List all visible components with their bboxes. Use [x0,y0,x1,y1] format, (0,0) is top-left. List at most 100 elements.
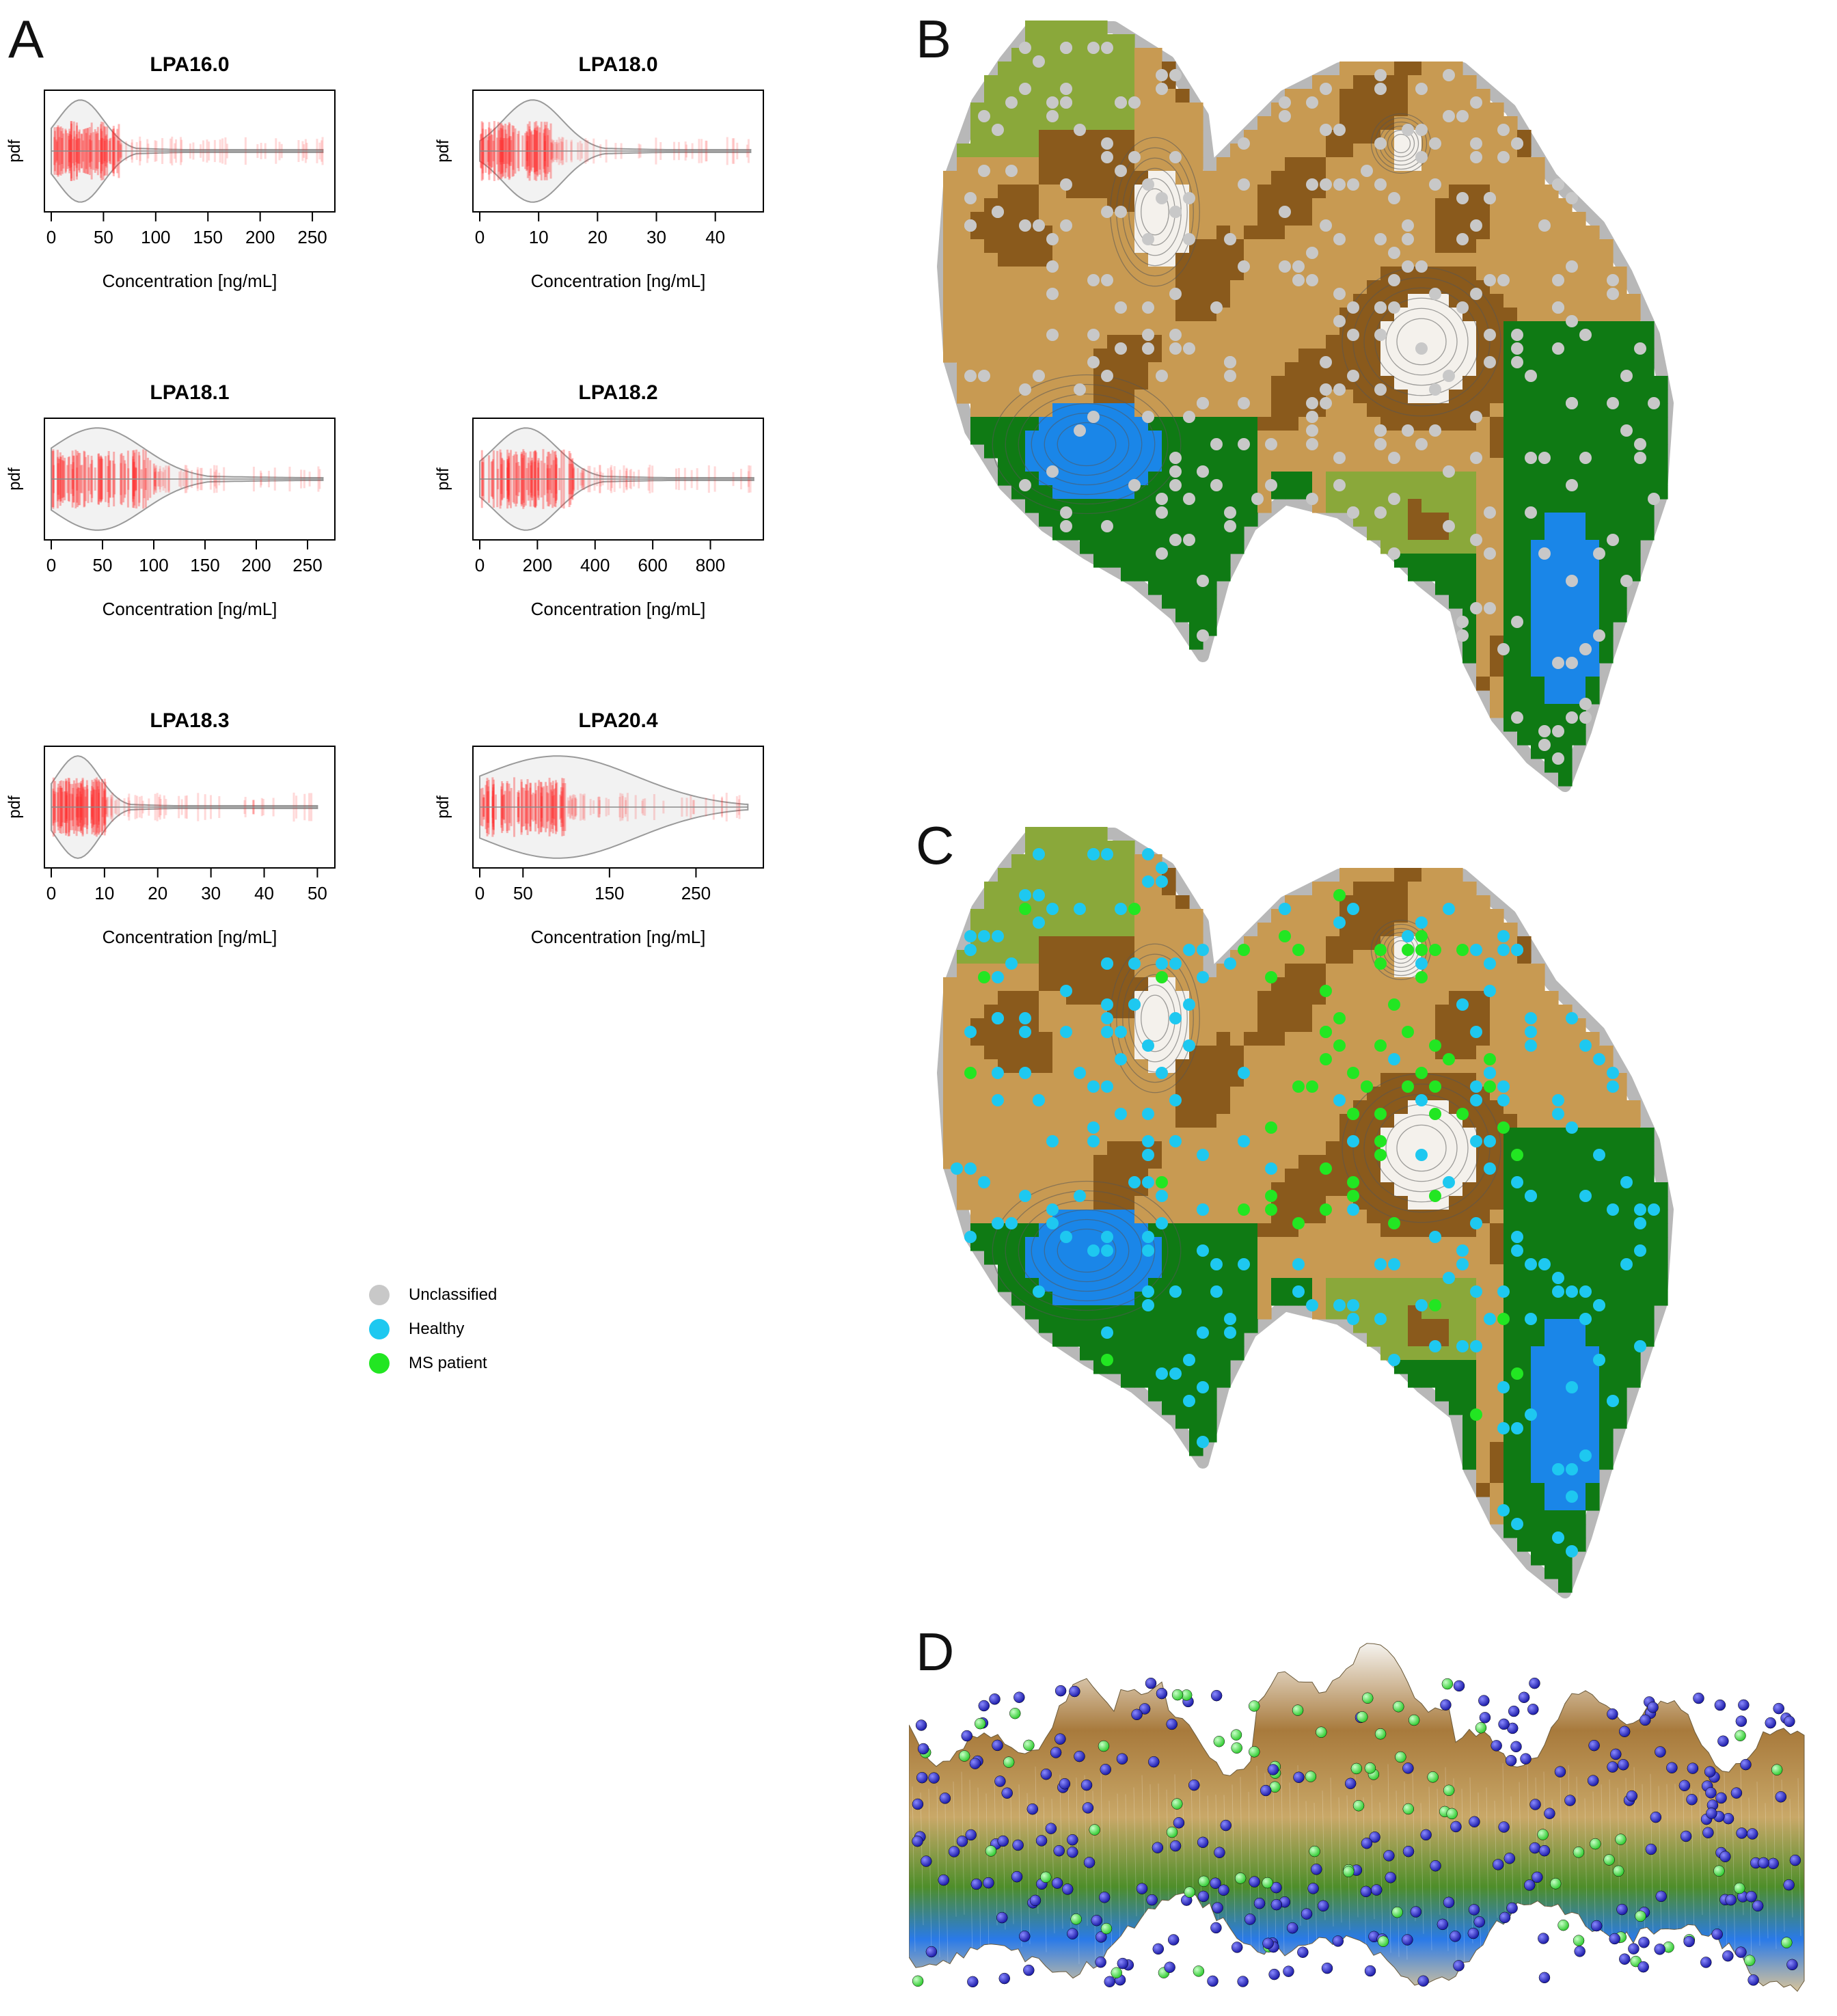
map-cell [1627,513,1641,527]
data-point [1292,1217,1305,1229]
map-cell [1394,403,1409,418]
map-cell [1353,1223,1367,1238]
contour-line [1396,318,1447,366]
data-point [1648,493,1660,505]
map-cell [1080,21,1094,35]
map-cell [1326,253,1340,267]
map-cell [1476,1182,1491,1197]
map-cell [1503,431,1518,445]
contour-line [992,1180,1182,1321]
map-cell [1462,485,1477,500]
map-cell [943,1100,957,1115]
data-point [1265,479,1277,491]
map-cell [1257,1005,1272,1019]
data-point [1238,137,1250,150]
map-cell [1572,554,1586,568]
data-point [1443,69,1455,81]
data-point [1074,1190,1086,1202]
map-cell [1408,526,1422,541]
map-cell [1025,1046,1039,1060]
map-cell [1148,1387,1162,1402]
data-point [1388,493,1400,505]
data-point [1429,288,1441,300]
map-cell [1244,362,1258,377]
map-cell [1613,1155,1627,1169]
map-cell [1285,431,1299,445]
map-cell [1517,431,1532,445]
map-cell [1531,1333,1545,1347]
map-cell [1257,376,1272,390]
map-cell [1572,226,1586,240]
map-cell [1257,308,1272,322]
map-cell [970,1046,985,1060]
data-point [1292,274,1305,286]
map-cell [1093,253,1108,267]
map-cell [1408,1005,1422,1019]
map-cell [1408,185,1422,199]
map-cell [1545,1182,1559,1197]
map-cell [1408,895,1422,910]
map-cell [970,431,985,445]
map-cell [1449,280,1463,295]
data-point [964,944,977,956]
map-cell [1586,1169,1600,1183]
map-cell [984,390,998,404]
map-cell [984,280,998,295]
map-cell [1462,321,1477,336]
map-cell [1093,103,1108,117]
data-point [1019,1190,1031,1202]
map-cell [1353,923,1367,937]
map-cell [1134,362,1149,377]
map-cell [1517,1346,1532,1361]
x-tick-label: 200 [523,555,552,575]
map-cell [1380,1292,1395,1306]
map-cell [1066,198,1080,213]
plot-frame [44,90,336,213]
map-cell [1353,1032,1367,1046]
data-point [1374,1108,1387,1120]
x-axis-label: Concentration [ng/mL] [103,599,277,619]
data-point [1415,438,1428,450]
data-point [978,370,990,382]
map-cell [1230,1182,1244,1197]
map-cell [1380,909,1395,923]
contour-line [1141,188,1169,236]
map-cell [1257,267,1272,281]
map-cell [1545,1196,1559,1210]
map-cell [957,308,971,322]
map-cell [1339,103,1354,117]
map-cell [1545,417,1559,431]
map-cell [1121,554,1135,568]
map-cell [1367,349,1381,363]
map-cell [1367,1292,1381,1306]
map-cell [1203,253,1217,267]
map-cell [998,239,1012,254]
map-cell [1080,1100,1094,1115]
data-point [1484,602,1496,614]
map-cell [1517,1456,1532,1470]
map-cell [1244,991,1258,1005]
data-point [1388,547,1400,560]
data-point [1374,383,1387,396]
map-cell [1025,335,1039,349]
data-point [1402,930,1414,942]
data-point [1115,301,1127,314]
map-cell [1545,472,1559,486]
map-cell [1121,130,1135,144]
data-point [1320,356,1332,368]
map-cell [1545,1073,1559,1087]
map-cell [1271,157,1285,172]
map-cell [1490,1442,1504,1456]
map-cell [1052,403,1067,418]
map-cell [1148,444,1162,459]
map-cell [1066,21,1080,35]
data-point [978,165,990,177]
map-cell [1421,1251,1436,1265]
data-point [1484,547,1496,560]
map-cell [1189,444,1203,459]
map-cell [1011,991,1026,1005]
map-cell [1421,868,1436,882]
map-cell [1586,1087,1600,1101]
map-cell [1490,390,1504,404]
map-cell [970,253,985,267]
